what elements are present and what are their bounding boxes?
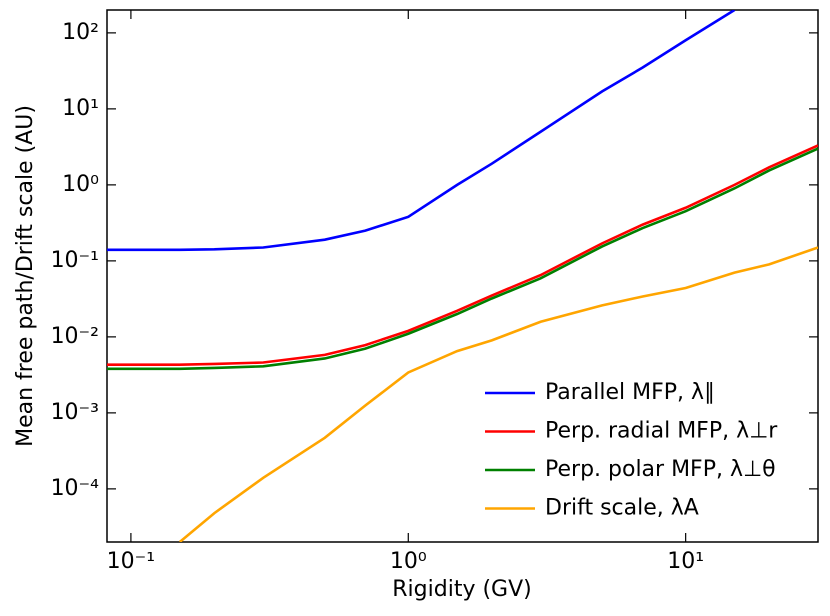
y-tick-label: 10⁻³	[51, 400, 99, 425]
legend-label: Perp. polar MFP, λ⊥θ	[545, 457, 776, 482]
x-axis-label: Rigidity (GV)	[392, 577, 531, 602]
y-tick-label: 10⁻²	[51, 324, 99, 349]
plot-frame	[106, 9, 819, 543]
series-line	[107, 144, 818, 367]
y-tick-label: 10⁰	[62, 172, 99, 197]
y-tick-label: 10²	[62, 20, 99, 45]
series-line	[107, 147, 818, 371]
x-tick-label: 10⁰	[390, 549, 427, 574]
x-tick-label: 10¹	[667, 549, 704, 574]
series-line	[107, 10, 736, 252]
legend-label: Perp. radial MFP, λ⊥r	[545, 419, 778, 444]
y-tick-label: 10¹	[62, 96, 99, 121]
plot-lines	[107, 10, 818, 542]
y-tick-label: 10⁻⁴	[51, 476, 100, 501]
legend-label: Drift scale, λA	[545, 496, 699, 521]
y-tick-label: 10⁻¹	[51, 248, 99, 273]
legend-label: Parallel MFP, λ∥	[545, 380, 715, 405]
y-axis-label: Mean free path/Drift scale (AU)	[13, 105, 38, 447]
x-tick-label: 10⁻¹	[107, 549, 155, 574]
series-line	[178, 246, 818, 542]
